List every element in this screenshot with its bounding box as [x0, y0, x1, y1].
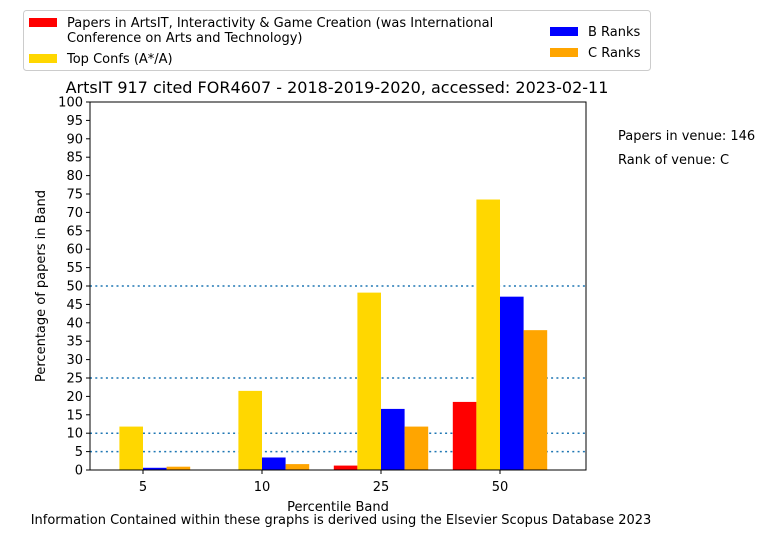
rank-of-venue-note: Rank of venue: C [618, 153, 729, 168]
y-tick-label-25: 25 [66, 372, 83, 387]
bar-5-series-4 [166, 466, 191, 470]
x-tick-label-5: 5 [139, 480, 147, 495]
bar-25-series-3 [381, 408, 405, 470]
bar-5-series-3 [143, 467, 167, 470]
y-tick-label-45: 45 [66, 298, 83, 313]
bar-50-series-3 [500, 296, 524, 470]
papers-in-venue-note: Papers in venue: 146 [618, 129, 755, 144]
bar-25-series-4 [404, 426, 429, 470]
y-tick-label-40: 40 [66, 316, 83, 331]
legend-label-series-3: B Ranks [588, 25, 641, 40]
legend-label-series-4: C Ranks [588, 46, 641, 61]
legend-swatch-series-1 [29, 18, 57, 27]
legend-swatch-series-4 [550, 48, 578, 57]
y-tick-label-80: 80 [66, 169, 83, 184]
x-tick-label-10: 10 [254, 480, 271, 495]
legend-label-series-2: Top Confs (A*/A) [66, 52, 173, 67]
y-tick-label-10: 10 [66, 427, 83, 442]
y-tick-label-75: 75 [66, 188, 83, 203]
y-tick-label-50: 50 [66, 280, 83, 295]
y-tick-label-55: 55 [66, 261, 83, 276]
plot-area: 0 5 10 15 20 25 30 35 40 45 50 55 60 65 70 75 80 85 90 95 10… [58, 96, 587, 495]
chart-title: ArtsIT 917 cited FOR4607 - 2018-2019-202… [66, 78, 609, 97]
y-tick-label-35: 35 [66, 335, 83, 350]
y-tick-label-30: 30 [66, 353, 83, 368]
legend: Papers in ArtsIT, Interactivity & Game C… [23, 10, 651, 71]
footer-note: Information Contained within these graph… [31, 513, 652, 528]
y-axis-label: Percentage of papers in Band [34, 190, 49, 382]
x-axis-label: Percentile Band [287, 500, 389, 515]
y-tick-label-20: 20 [66, 390, 83, 405]
legend-swatch-series-2 [29, 54, 57, 63]
legend-frame [23, 10, 651, 71]
bar-50-series-2 [476, 199, 500, 470]
y-tick-label-65: 65 [66, 224, 83, 239]
y-tick-label-15: 15 [66, 408, 83, 423]
bar-50-series-4 [523, 330, 548, 470]
x-tick-label-50: 50 [492, 480, 509, 495]
y-tick-label-5: 5 [75, 445, 83, 460]
x-tick-label-25: 25 [373, 480, 390, 495]
y-tick-label-70: 70 [66, 206, 83, 221]
bar-25-series-2 [357, 292, 381, 470]
legend-label-series-1: Papers in ArtsIT, Interactivity & Game C… [67, 16, 493, 46]
legend-swatch-series-3 [550, 27, 578, 36]
bar-5-series-2 [119, 426, 143, 470]
bar-10-series-2 [238, 390, 262, 470]
bar-50-series-1 [452, 401, 477, 470]
bar-25-series-1 [333, 465, 358, 470]
y-tick-label-0: 0 [75, 464, 83, 479]
bar-10-series-4 [285, 464, 310, 470]
y-tick-label-60: 60 [66, 243, 83, 258]
bar-10-series-3 [262, 457, 286, 470]
y-tick-label-90: 90 [66, 132, 83, 147]
y-tick-label-85: 85 [66, 151, 83, 166]
y-tick-label-95: 95 [66, 114, 83, 129]
y-tick-label-100: 100 [58, 96, 83, 111]
